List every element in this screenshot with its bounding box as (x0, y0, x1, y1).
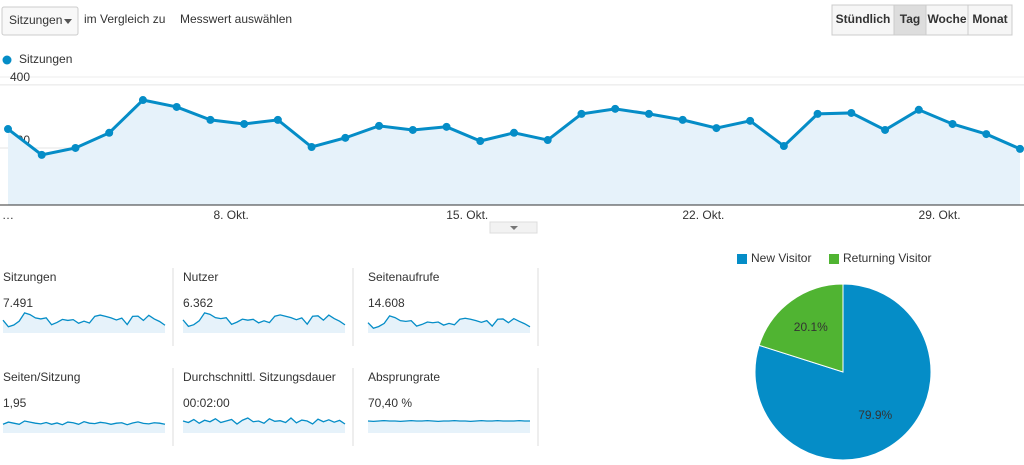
data-point (206, 115, 215, 124)
legend-swatch (737, 254, 747, 264)
metric-value: 70,40 % (368, 396, 412, 410)
data-point (341, 133, 350, 142)
dropdown-arrow (64, 19, 72, 24)
x-tick-label: 15. Okt. (446, 208, 488, 222)
data-point (476, 137, 485, 146)
period-button[interactable] (831, 4, 895, 36)
data-point (510, 128, 518, 137)
x-tick-label: 22. Okt. (682, 208, 724, 222)
pie-slice (758, 283, 844, 373)
sparkline-area (183, 312, 345, 333)
legend-label: New Visitor (751, 251, 811, 265)
data-point (611, 104, 620, 113)
sparkline-area (368, 420, 530, 433)
compare-text: im Vergleich zu (84, 12, 165, 26)
period-button-label: Stündlich (836, 12, 891, 26)
sparkline (182, 417, 346, 425)
x-tick-label: 8. Okt. (213, 208, 248, 222)
data-point (779, 142, 788, 151)
pie-label: 20.1% (794, 320, 828, 334)
legend-swatch (829, 254, 839, 264)
data-point (678, 115, 687, 124)
compare-link[interactable]: Messwert auswählen (180, 12, 292, 26)
sparkline (182, 312, 346, 328)
metric-title: Durchschnittl. Sitzungsdauer (183, 370, 336, 384)
pie-label: 79.9% (858, 408, 892, 422)
metric-value: 14.608 (368, 296, 405, 310)
metric-value: 1,95 (3, 396, 27, 410)
data-point (746, 116, 755, 125)
metric-title: Absprungrate (368, 370, 440, 384)
metric-value: 7.491 (3, 296, 33, 310)
data-point (577, 109, 586, 118)
data-point (273, 115, 282, 124)
legend-label: Sitzungen (19, 52, 72, 66)
data-point (375, 121, 384, 130)
metric-dropdown[interactable] (1, 6, 79, 36)
area (8, 100, 1020, 205)
data-point (138, 96, 147, 105)
data-point (1016, 144, 1024, 153)
data-point (105, 128, 114, 137)
period-button-label: Tag (900, 12, 920, 26)
metric-dropdown-label: Sitzungen (9, 13, 62, 27)
data-point (442, 122, 451, 131)
data-point (712, 124, 721, 133)
data-point (881, 125, 890, 134)
sparkline-area (368, 315, 530, 333)
period-button[interactable] (967, 4, 1013, 36)
data-point (644, 109, 653, 118)
sparkline (2, 312, 166, 328)
metric-title: Sitzungen (3, 270, 56, 284)
data-point (240, 119, 249, 128)
data-point (71, 143, 80, 152)
metric-value: 00:02:00 (183, 396, 230, 410)
legend-dot (2, 55, 12, 65)
x-tick-label: 29. Okt. (919, 208, 961, 222)
data-point (408, 125, 417, 134)
data-point (307, 142, 316, 151)
legend-label: Returning Visitor (843, 251, 932, 265)
period-button-label: Monat (972, 12, 1007, 26)
data-point (948, 119, 957, 128)
x-tick-label: … (2, 208, 14, 222)
sparkline (367, 419, 530, 423)
sparkline-area (3, 312, 165, 333)
data-point (37, 150, 46, 159)
sparkline (2, 420, 166, 426)
y-tick-label: 400 (10, 70, 30, 84)
data-point (543, 136, 552, 145)
data-point (914, 105, 923, 114)
metric-value: 6.362 (183, 296, 213, 310)
metric-title: Nutzer (183, 270, 218, 284)
metric-title: Seitenaufrufe (368, 270, 440, 284)
period-button[interactable] (893, 4, 927, 36)
data-point (4, 125, 12, 134)
data-point (982, 130, 991, 139)
data-point (813, 109, 822, 118)
sparkline (367, 315, 531, 329)
period-button-label: Woche (927, 12, 966, 26)
period-button[interactable] (925, 4, 969, 36)
collapse-arrow (510, 226, 518, 230)
metric-title: Seiten/Sitzung (3, 370, 80, 384)
data-point (172, 102, 181, 111)
data-point (847, 108, 856, 117)
